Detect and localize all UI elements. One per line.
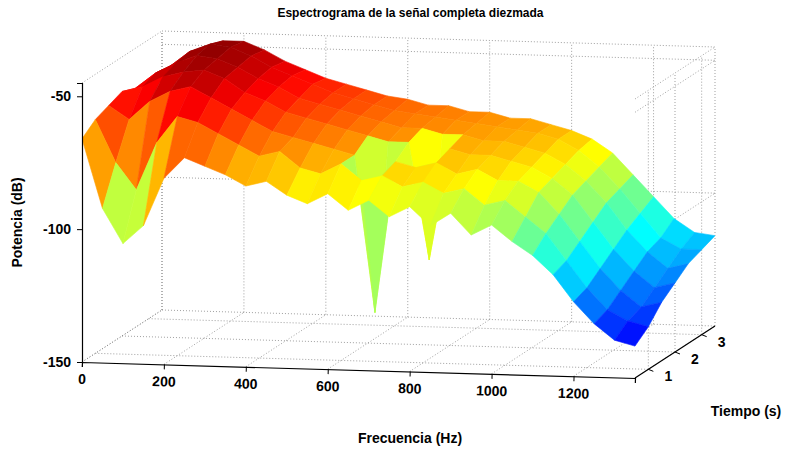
x-tick-mark — [410, 371, 411, 376]
x-tick-label: 600 — [316, 378, 340, 395]
z-tick-mark — [77, 229, 82, 230]
x-tick: 400 — [234, 366, 258, 392]
y-tick-mark — [648, 369, 653, 371]
chart: 0 200 400 600 800 1000 1200 -150 -100 -50 1 2 3 Espec… — [0, 0, 805, 456]
x-axis: 0 200 400 600 800 1000 1200 — [78, 362, 636, 403]
x-tick: 1200 — [558, 376, 590, 402]
grid-line — [635, 47, 715, 99]
y-tick-label: 1 — [664, 368, 672, 384]
grid-line — [675, 73, 676, 352]
y-axis-line — [635, 326, 715, 378]
x-tick-mark — [164, 364, 165, 369]
x-tick-mark — [246, 367, 247, 372]
grid-line — [246, 315, 326, 367]
x-tick: 600 — [316, 369, 340, 395]
grid-line — [492, 322, 572, 374]
z-axis-title: Potencia (dB) — [9, 177, 25, 267]
z-tick: -50 — [51, 88, 82, 104]
z-tick-label: -50 — [51, 88, 71, 104]
grid-line — [82, 310, 162, 362]
title: Espectrograma de la señal completa diezm… — [277, 6, 543, 20]
x-tick: 800 — [398, 371, 422, 397]
y-axis: 1 2 3 — [635, 326, 726, 384]
x-tick-label: 800 — [398, 380, 422, 397]
y-tick-label: 3 — [718, 334, 726, 350]
grid-line — [82, 31, 162, 83]
y-axis-title: Tiempo (s) — [711, 403, 782, 419]
grid-line — [715, 47, 716, 326]
grid-line — [95, 353, 648, 369]
z-tick: -100 — [43, 221, 82, 237]
x-tick: 0 — [78, 362, 87, 387]
surface — [82, 41, 715, 346]
x-tick-mark — [491, 374, 492, 379]
x-tick: 1000 — [476, 373, 508, 399]
z-axis-line — [77, 84, 83, 363]
grid-line — [635, 326, 715, 378]
surface-cell — [681, 232, 715, 249]
z-tick: -150 — [43, 354, 82, 370]
x-tick-label: 1000 — [476, 382, 508, 399]
x-tick-mark — [573, 376, 574, 381]
y-tick-label: 2 — [691, 351, 699, 367]
x-tick-mark — [328, 369, 329, 374]
grid-line — [122, 336, 675, 352]
y-tick-mark — [675, 352, 680, 354]
x-tick-label: 200 — [152, 373, 176, 390]
z-tick-mark — [77, 96, 82, 97]
surface-cell — [143, 117, 177, 226]
grid-line — [635, 60, 715, 112]
surface-cell — [615, 321, 649, 346]
y-tick-mark — [702, 335, 707, 337]
x-tick: 200 — [152, 364, 176, 390]
grid — [82, 31, 715, 378]
x-tick-label: 1200 — [558, 385, 590, 402]
z-tick-mark — [77, 362, 82, 363]
z-axis: -150 -100 -50 — [43, 84, 83, 370]
x-tick-label: 0 — [78, 371, 86, 387]
z-tick-label: -100 — [43, 221, 71, 237]
z-tick-label: -150 — [43, 354, 71, 370]
x-axis-title: Frecuencia (Hz) — [358, 430, 462, 446]
grid-line — [701, 56, 702, 335]
x-tick-label: 400 — [234, 375, 258, 392]
